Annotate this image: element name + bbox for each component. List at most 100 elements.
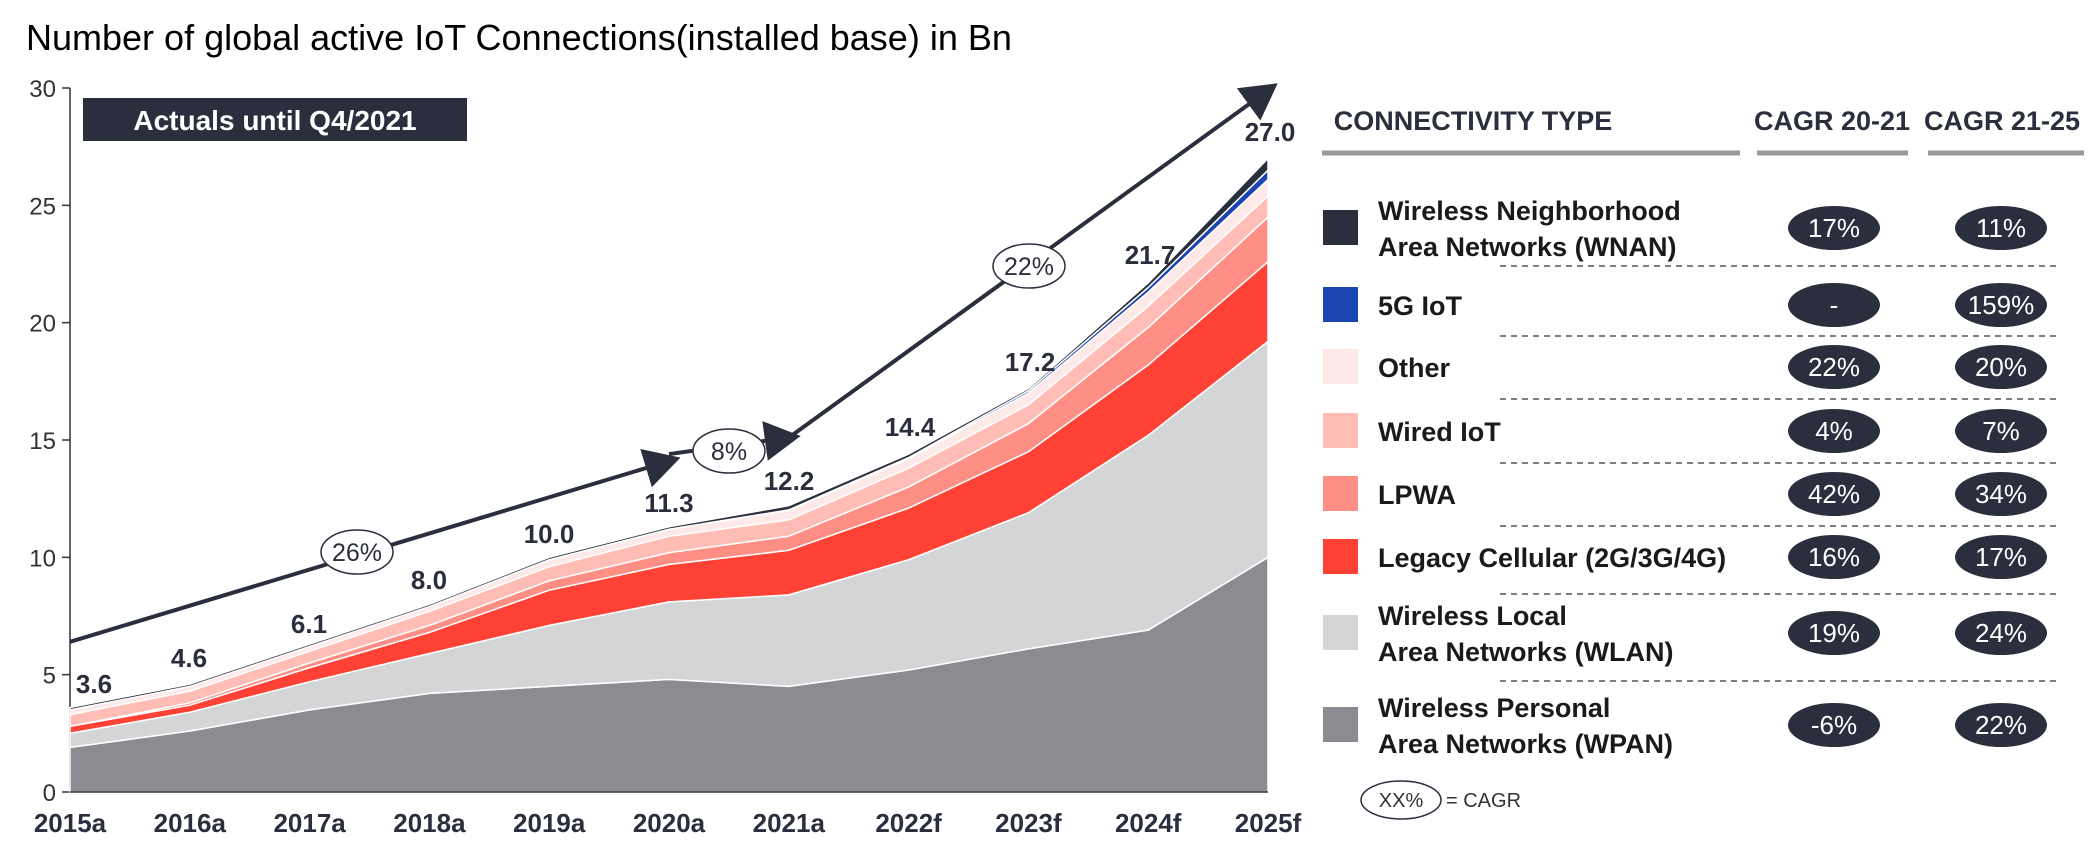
- header-connectivity-type: CONNECTIVITY TYPE: [1334, 106, 1613, 136]
- total-label: 3.6: [76, 669, 112, 699]
- table-row: Wireless Local Area Networks (WLAN) 19% 24%: [1323, 601, 2047, 667]
- cagr-21-25-pill: [1955, 611, 2047, 655]
- legend-label: Wired IoT: [1378, 417, 1501, 447]
- cagr-20-21-pill-label: -6%: [1811, 710, 1857, 740]
- actuals-banner-text: Actuals until Q4/2021: [133, 105, 416, 136]
- legend-swatch: [1323, 210, 1358, 245]
- cagr-20-21-pill: [1788, 345, 1880, 389]
- cagr-oval: [320, 529, 394, 575]
- legend-swatch: [1323, 476, 1358, 511]
- cagr-20-21-pill-label: 4%: [1815, 416, 1853, 446]
- cagr-21-25-pill: [1955, 206, 2047, 250]
- total-label: 27.0: [1245, 117, 1296, 147]
- cagr-21-25-pill-label: 7%: [1982, 416, 2020, 446]
- cagr-21-25-pill-label: 24%: [1975, 618, 2027, 648]
- total-label: 17.2: [1005, 347, 1056, 377]
- total-label: 8.0: [411, 565, 447, 595]
- x-tick-label: 2024f: [1115, 808, 1182, 838]
- y-tick-label: 10: [29, 545, 56, 572]
- legend-label-line2: Area Networks (WPAN): [1378, 729, 1673, 759]
- x-tick-label: 2018a: [393, 808, 466, 838]
- legend-label: LPWA: [1378, 480, 1456, 510]
- table-row: Wireless Personal Area Networks (WPAN) -6%…: [1323, 693, 2047, 759]
- cagr-21-25-pill-label: 17%: [1975, 542, 2027, 572]
- y-tick-label: 15: [29, 428, 56, 455]
- total-label: 10.0: [524, 519, 575, 549]
- y-tick-label: 0: [43, 780, 56, 807]
- legend-label-line2: Area Networks (WLAN): [1378, 637, 1674, 667]
- legend-label: Wireless Neighborhood: [1378, 196, 1681, 226]
- cagr-20-21-pill: [1788, 472, 1880, 516]
- header-cagr-21-25: CAGR 21-25: [1924, 106, 2080, 136]
- cagr-21-25-pill: [1955, 345, 2047, 389]
- y-axis: 0 5 10 15 20 25 30: [29, 76, 71, 807]
- cagr-trend-arrows: 26% 8% 22%: [69, 83, 1278, 644]
- legend-swatch: [1323, 413, 1358, 448]
- total-label: 21.7: [1125, 240, 1176, 270]
- cagr-21-25-pill: [1955, 283, 2047, 327]
- total-labels: 3.6 4.6 6.1 8.0 10.0 11.3 12.2 14.4 17.2 21.7 27.0: [76, 117, 1295, 699]
- y-tick-label: 25: [29, 193, 56, 220]
- x-tick-label: 2022f: [875, 808, 942, 838]
- cagr-oval-label: 8%: [711, 438, 747, 466]
- cagr-20-21-pill: [1788, 535, 1880, 579]
- footnote-symbol: XX%: [1379, 790, 1424, 812]
- x-tick-label: 2017a: [273, 808, 346, 838]
- cagr-21-25-pill-label: 34%: [1975, 479, 2027, 509]
- cagr-20-21-pill: [1788, 703, 1880, 747]
- legend-swatch: [1323, 349, 1358, 384]
- cagr-20-21-pill: [1788, 283, 1880, 327]
- table-row: Wired IoT 4% 7%: [1323, 409, 2047, 453]
- x-tick-label: 2019a: [513, 808, 586, 838]
- cagr-20-21-pill: [1788, 409, 1880, 453]
- cagr-21-25-pill: [1955, 703, 2047, 747]
- table-row: 5G IoT - 159%: [1323, 283, 2047, 327]
- table-row: LPWA 42% 34%: [1323, 472, 2047, 516]
- cagr-21-25-pill: [1955, 535, 2047, 579]
- legend-swatch: [1323, 539, 1358, 574]
- x-tick-label: 2021a: [753, 808, 826, 838]
- cagr-20-21-pill-label: 19%: [1808, 618, 1860, 648]
- total-label: 12.2: [764, 466, 815, 496]
- cagr-oval-label: 26%: [332, 539, 382, 567]
- cagr-20-21-pill: [1788, 206, 1880, 250]
- cagr-20-21-pill: [1788, 611, 1880, 655]
- total-label: 6.1: [291, 609, 327, 639]
- legend-label: Legacy Cellular (2G/3G/4G): [1378, 543, 1726, 573]
- cagr-footnote: XX% = CAGR: [1360, 780, 1521, 820]
- cagr-20-21-pill-label: 22%: [1808, 352, 1860, 382]
- total-label: 4.6: [171, 643, 207, 673]
- cagr-20-21-pill-label: 17%: [1808, 213, 1860, 243]
- table-row: Other 22% 20%: [1323, 345, 2047, 389]
- legend-label: Wireless Personal: [1378, 693, 1610, 723]
- total-label: 14.4: [885, 412, 936, 442]
- cagr-oval: [692, 428, 766, 474]
- table-row: Legacy Cellular (2G/3G/4G) 16% 17%: [1323, 535, 2047, 579]
- y-tick-label: 30: [29, 76, 56, 103]
- x-tick-label: 2025f: [1235, 808, 1302, 838]
- stacked-areas: [69, 156, 1269, 793]
- chart-title: Number of global active IoT Connections(…: [26, 17, 1012, 58]
- cagr-21-25-pill-label: 22%: [1975, 710, 2027, 740]
- cagr-20-21-pill-label: 16%: [1808, 542, 1860, 572]
- header-cagr-20-21: CAGR 20-21: [1754, 106, 1910, 136]
- legend-swatch: [1323, 287, 1358, 322]
- legend-label: Other: [1378, 353, 1451, 383]
- x-tick-label: 2015a: [34, 808, 107, 838]
- legend-label-line2: Area Networks (WNAN): [1378, 232, 1677, 262]
- y-tick-label: 20: [29, 311, 56, 338]
- x-tick-label: 2020a: [633, 808, 706, 838]
- total-label: 11.3: [644, 488, 693, 518]
- cagr-21-25-pill: [1955, 409, 2047, 453]
- x-tick-label: 2023f: [995, 808, 1062, 838]
- cagr-21-25-pill: [1955, 472, 2047, 516]
- area-wireless-neighborhood-area-networks-wnan: [69, 156, 1269, 711]
- connectivity-table: CONNECTIVITY TYPE CAGR 20-21 CAGR 21-25 …: [1322, 106, 2084, 820]
- legend-swatch: [1323, 707, 1358, 742]
- cagr-21-25-pill-label: 159%: [1968, 290, 2035, 320]
- actuals-banner: Actuals until Q4/2021: [83, 98, 467, 141]
- cagr-21-25-pill-label: 20%: [1975, 352, 2027, 382]
- footnote-text: = CAGR: [1446, 790, 1521, 812]
- cagr-oval: [992, 243, 1066, 289]
